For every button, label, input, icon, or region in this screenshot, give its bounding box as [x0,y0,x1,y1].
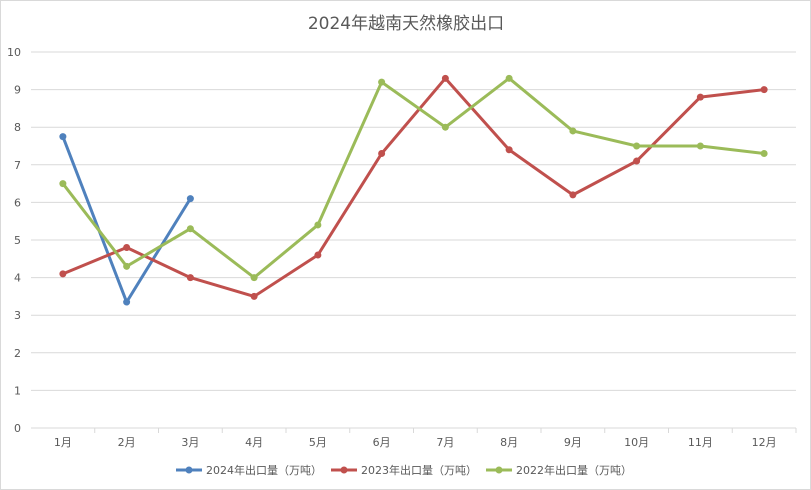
gridlines [31,51,796,429]
series-line-1 [61,76,766,298]
data-point [569,191,577,199]
legend-item-2: 2022年出口量（万吨） [486,463,632,477]
x-tick-label: 7月 [436,436,454,449]
data-point [186,195,194,203]
x-tick-label: 11月 [688,436,713,449]
data-point [760,86,768,94]
legend-dot-marker [340,466,348,474]
x-tick-label: 2月 [118,436,136,449]
data-point [696,142,704,150]
data-point [378,150,386,158]
data-point [441,74,449,82]
y-tick-label: 5 [14,234,21,247]
data-point [186,274,194,282]
legend-label: 2024年出口量（万吨） [206,463,322,477]
y-tick-label: 0 [14,422,21,435]
y-tick-label: 1 [14,384,21,397]
data-point [59,270,67,278]
legend-label: 2023年出口量（万吨） [361,463,477,477]
series-layer [59,74,768,306]
data-point [569,127,577,135]
x-axis-ticks: 1月 2月 3月 4月 5月 6月 7月 8月 9月 10月 11月 12月 [54,428,797,449]
data-point [59,180,67,188]
data-point [505,146,513,154]
y-tick-label: 8 [14,121,21,134]
legend-dot-marker [495,466,503,474]
data-point [123,262,131,270]
x-tick-label: 12月 [752,436,777,449]
data-point [186,225,194,233]
series-1 [59,74,768,300]
y-tick-label: 4 [14,272,21,285]
data-point [314,221,322,229]
data-point [505,74,513,82]
x-tick-label: 10月 [624,436,649,449]
legend-label: 2022年出口量（万吨） [516,463,632,477]
legend: 2024年出口量（万吨） 2023年出口量（万吨） 2022年出口量（万吨） [176,463,632,477]
x-tick-label: 3月 [181,436,199,449]
data-point [250,274,258,282]
x-tick-label: 4月 [245,436,263,449]
y-tick-label: 9 [14,84,21,97]
data-point [123,298,131,306]
chart-title: 2024年越南天然橡胶出口 [308,14,504,34]
data-point [378,78,386,86]
data-point [59,133,67,141]
data-point [760,150,768,158]
series-0 [59,133,194,306]
series-2 [59,74,768,282]
legend-item-0: 2024年出口量（万吨） [176,463,322,477]
series-line-2 [61,76,766,280]
data-point [314,251,322,259]
data-point [250,292,258,300]
x-tick-label: 8月 [500,436,518,449]
x-tick-label: 5月 [309,436,327,449]
data-point [633,157,641,165]
legend-item-1: 2023年出口量（万吨） [331,463,477,477]
data-point [123,244,131,252]
data-point [696,93,704,101]
x-tick-label: 1月 [54,436,72,449]
data-point [441,123,449,131]
x-tick-label: 6月 [373,436,391,449]
y-tick-label: 2 [14,347,21,360]
legend-dot-marker [185,466,193,474]
y-tick-label: 6 [14,196,21,209]
y-tick-label: 7 [14,159,21,172]
y-tick-label: 10 [7,46,21,59]
x-tick-label: 9月 [564,436,582,449]
y-tick-label: 3 [14,309,21,322]
y-axis-ticks: 0 1 2 3 4 5 6 7 8 9 10 [7,46,21,435]
data-point [633,142,641,150]
